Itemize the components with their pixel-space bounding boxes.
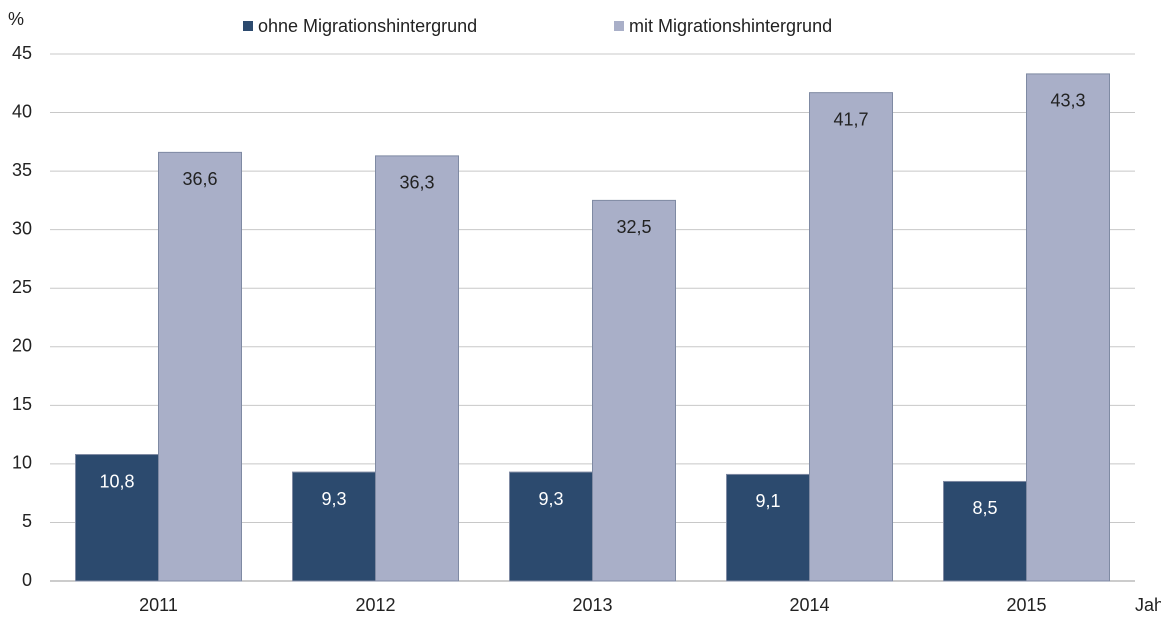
data-label: 36,6: [182, 169, 217, 189]
y-tick-label: 40: [12, 101, 32, 121]
legend-label: mit Migrationshintergrund: [629, 16, 832, 36]
y-axis-label: %: [8, 9, 24, 29]
y-tick-label: 20: [12, 336, 32, 356]
data-label: 8,5: [972, 498, 997, 518]
x-axis-label: Jahr: [1135, 595, 1161, 615]
bar: [375, 155, 459, 582]
legend-swatch: [243, 21, 253, 31]
bar: [809, 92, 893, 582]
x-tick-label: 2015: [1006, 595, 1046, 615]
y-tick-label: 35: [12, 160, 32, 180]
bar: [592, 199, 676, 582]
legend-label: ohne Migrationshintergrund: [258, 16, 477, 36]
x-tick-label: 2012: [355, 595, 395, 615]
y-tick-label: 30: [12, 218, 32, 238]
y-tick-label: 10: [12, 453, 32, 473]
data-label: 32,5: [616, 217, 651, 237]
data-label: 36,3: [399, 173, 434, 193]
data-label: 9,3: [321, 489, 346, 509]
y-tick-label: 25: [12, 277, 32, 297]
data-label: 41,7: [833, 109, 868, 129]
data-label: 9,3: [538, 489, 563, 509]
bar: [158, 151, 242, 582]
bar: [1026, 73, 1110, 582]
y-tick-label: 45: [12, 43, 32, 63]
y-tick-label: 0: [22, 570, 32, 590]
x-tick-label: 2014: [789, 595, 829, 615]
legend-swatch: [614, 21, 624, 31]
x-tick-label: 2013: [572, 595, 612, 615]
bar: [943, 480, 1027, 582]
bar: [726, 473, 810, 582]
bar: [292, 471, 376, 582]
bar: [509, 471, 593, 582]
x-tick-label: 2011: [139, 595, 178, 615]
y-tick-label: 15: [12, 394, 32, 414]
data-label: 9,1: [755, 491, 780, 511]
data-label: 43,3: [1050, 91, 1085, 111]
data-label: 10,8: [99, 471, 134, 491]
y-tick-label: 5: [22, 511, 32, 531]
